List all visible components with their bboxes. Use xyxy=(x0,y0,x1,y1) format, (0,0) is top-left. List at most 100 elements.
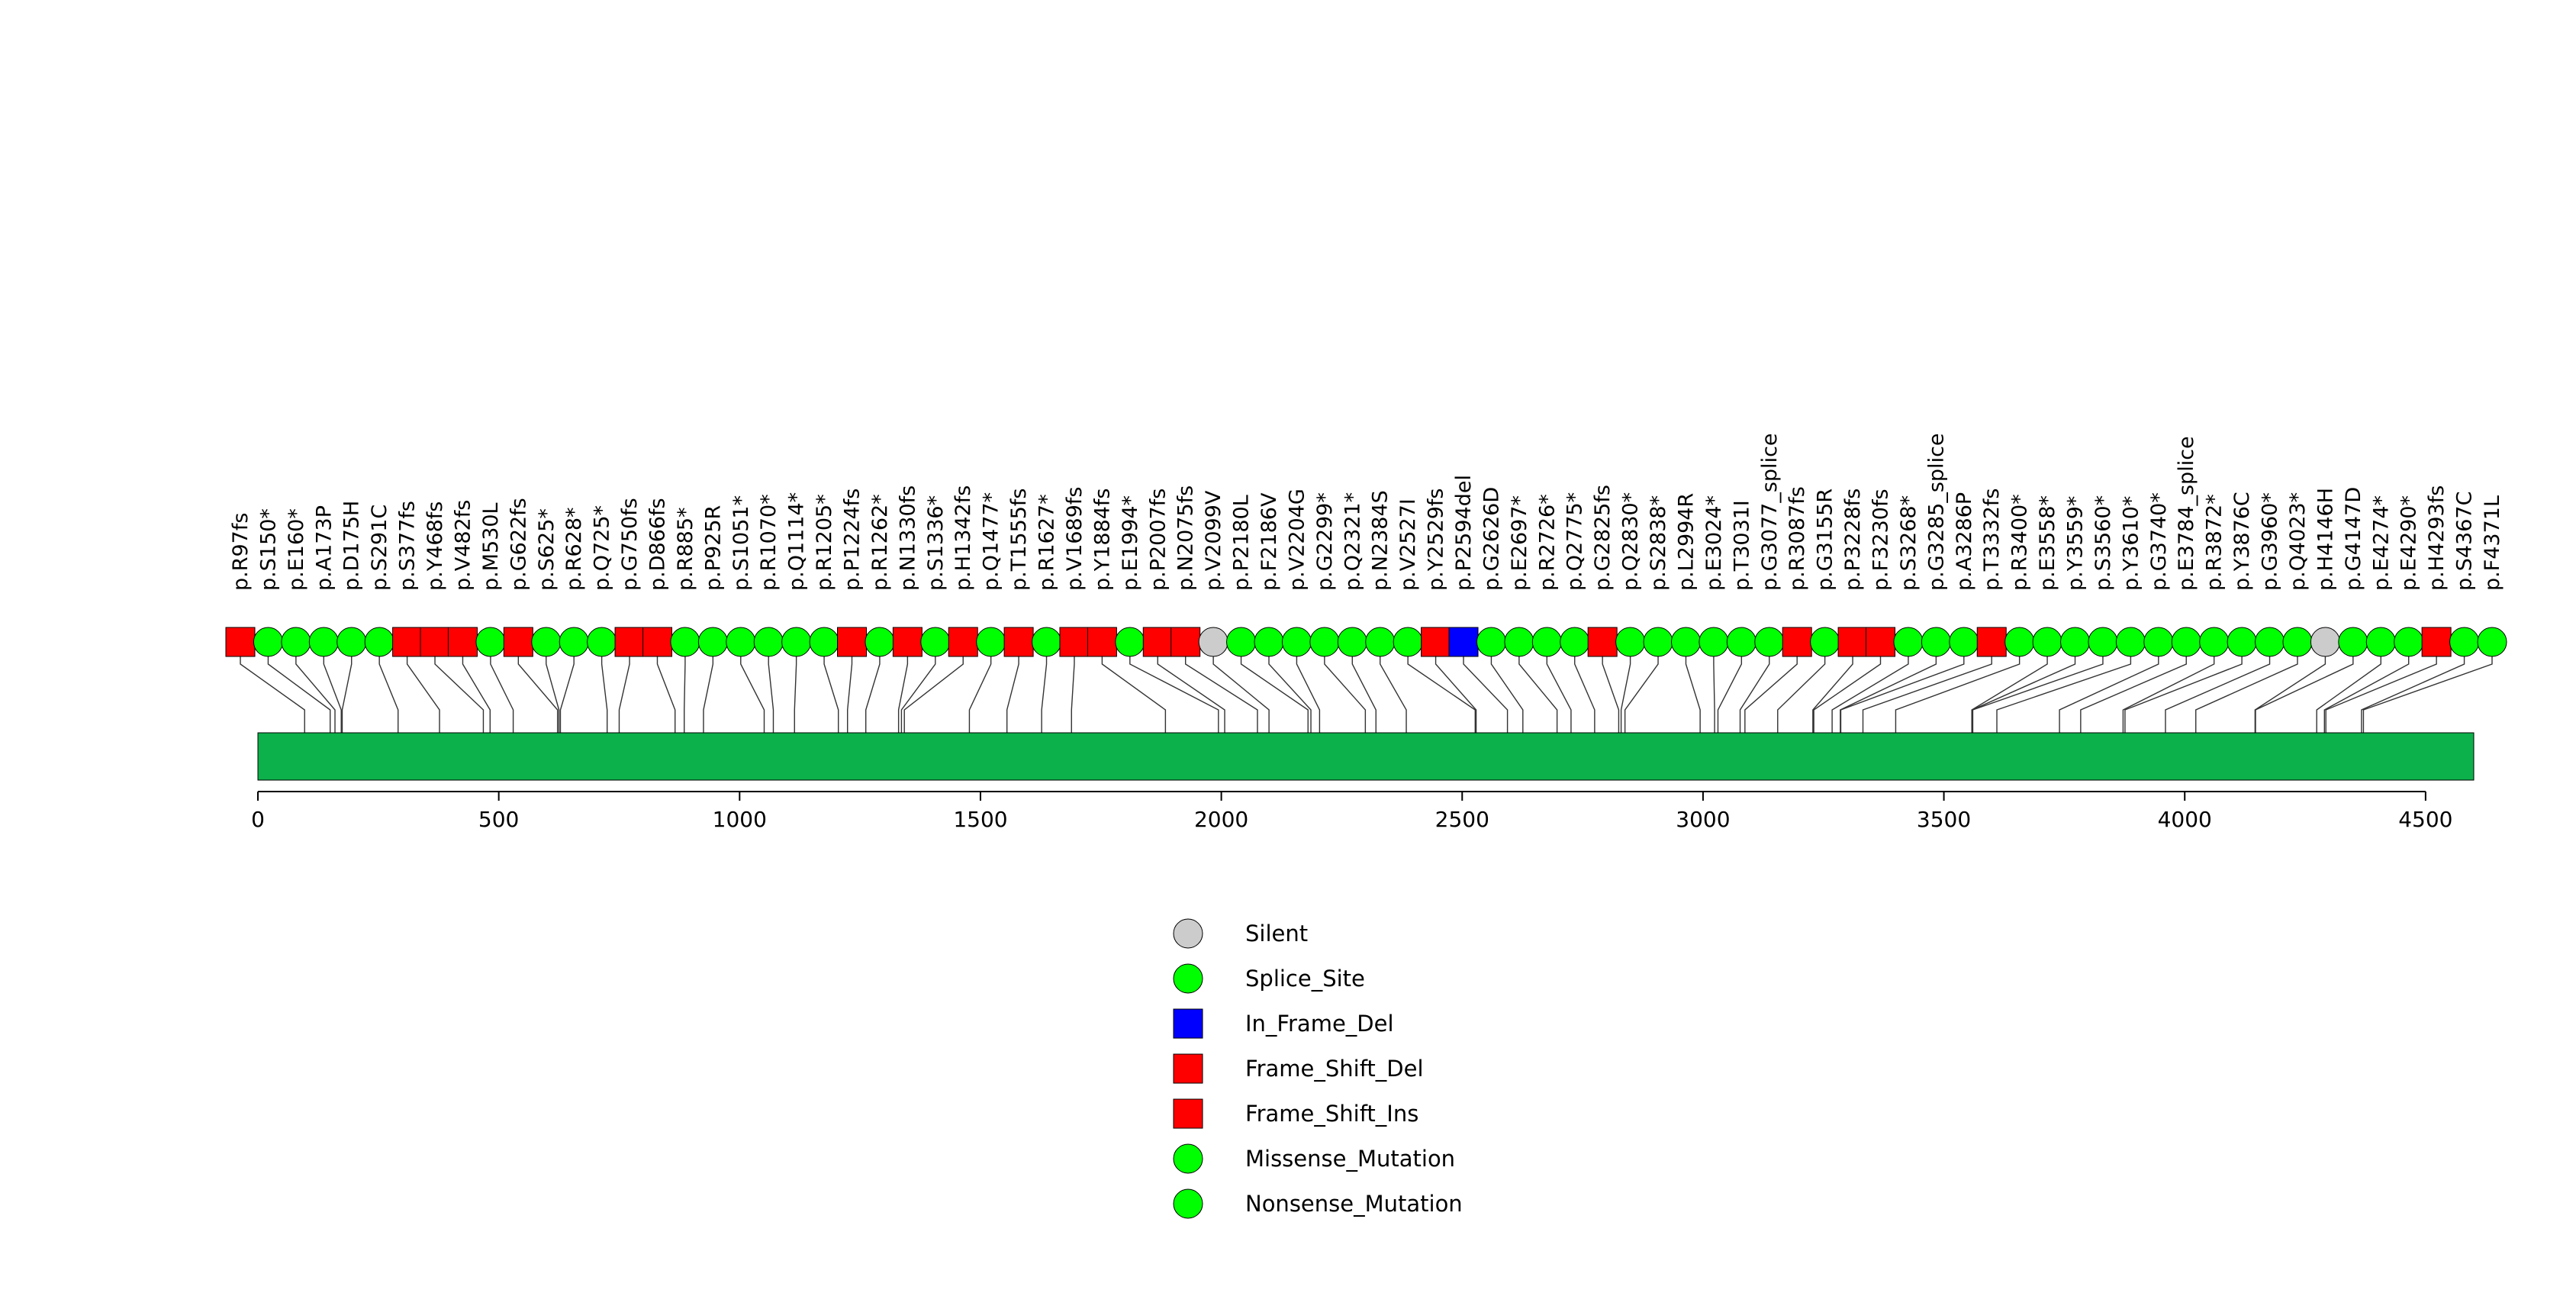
mutation-label: p.G4147D xyxy=(2342,487,2365,591)
connector-line xyxy=(1602,656,1620,733)
mutation-label: p.P2180L xyxy=(1230,495,1254,591)
mutation-label: p.R885* xyxy=(674,507,697,591)
mutation-marker xyxy=(531,627,562,657)
mutation-marker xyxy=(2143,627,2174,657)
connector-line xyxy=(656,656,676,733)
legend-swatch xyxy=(1173,1188,1203,1219)
mutation-marker xyxy=(1142,627,1173,657)
legend-swatch xyxy=(1173,1143,1203,1174)
mutation-marker xyxy=(1531,627,1562,657)
mutation-label: p.T3031I xyxy=(1730,500,1753,591)
connector-line xyxy=(341,656,353,733)
mutation-marker xyxy=(865,627,895,657)
legend-swatch xyxy=(1173,1008,1203,1039)
mutation-label: p.R1070* xyxy=(757,494,781,591)
mutation-marker xyxy=(1504,627,1534,657)
mutation-marker xyxy=(837,627,868,657)
mutation-label: p.Q2321* xyxy=(1341,492,1364,591)
mutation-label: p.Y3610* xyxy=(2119,496,2143,591)
mutation-label: p.D866fs xyxy=(646,498,669,591)
mutation-marker xyxy=(892,627,923,657)
connector-line xyxy=(1713,656,1715,733)
connector-line xyxy=(1490,656,1524,733)
mutation-label: p.S150* xyxy=(256,508,280,591)
mutation-marker xyxy=(1699,627,1729,657)
connector-line xyxy=(2361,656,2465,733)
connector-line xyxy=(618,656,630,733)
mutation-label: p.H1342fs xyxy=(952,485,975,591)
mutation-label: p.S3268* xyxy=(1897,495,1921,591)
mutation-label: p.G750fs xyxy=(618,498,642,591)
mutation-label: p.G3285_splice xyxy=(1924,433,1948,591)
mutation-label: p.T1555fs xyxy=(1007,489,1031,592)
connector-line xyxy=(1212,656,1270,733)
mutation-label: p.L2994R xyxy=(1674,493,1698,591)
mutation-label: p.Q1114* xyxy=(785,492,809,591)
connector-line xyxy=(378,656,399,733)
mutation-marker xyxy=(1670,627,1701,657)
mutation-label: p.S1336* xyxy=(924,495,948,591)
connector-line xyxy=(2122,656,2215,733)
mutation-label: p.E3558* xyxy=(2036,495,2059,591)
connector-line xyxy=(2323,656,2410,733)
mutation-marker xyxy=(2032,627,2062,657)
connector-line xyxy=(2362,656,2493,733)
mutation-marker xyxy=(2449,627,2480,657)
mutation-marker xyxy=(1726,627,1757,657)
mutation-label: p.Q725* xyxy=(591,505,614,591)
legend-label: Silent xyxy=(1245,921,1308,947)
mutation-label: p.V482fs xyxy=(451,500,475,591)
mutation-label: p.V2204G xyxy=(1285,489,1309,591)
mutation-marker xyxy=(1115,627,1145,657)
mutation-marker xyxy=(1198,627,1228,657)
connector-line xyxy=(1518,656,1558,733)
mutation-label: p.E2697* xyxy=(1508,495,1531,591)
mutation-marker xyxy=(1421,627,1451,657)
mutation-label: p.N2384S xyxy=(1369,490,1393,591)
mutation-marker xyxy=(2088,627,2118,657)
mutation-label: p.R3400* xyxy=(2008,494,2032,591)
mutation-label: p.F2186V xyxy=(1257,492,1281,591)
mutation-marker xyxy=(308,627,339,657)
connector-line xyxy=(903,656,964,733)
connector-line xyxy=(240,656,305,733)
mutation-label: p.Y1884fs xyxy=(1090,489,1114,592)
mutation-marker xyxy=(253,627,283,657)
axis-tick-label: 2500 xyxy=(1435,807,1489,832)
connector-line xyxy=(897,656,909,733)
mutation-label: p.S1051* xyxy=(729,495,753,591)
mutation-label: p.A3286P xyxy=(1953,492,1976,591)
mutation-marker xyxy=(948,627,978,657)
mutation-marker xyxy=(614,627,645,657)
mutation-marker xyxy=(1615,627,1646,657)
mutation-label: p.V2527I xyxy=(1396,498,1420,591)
mutation-label: p.D175H xyxy=(340,501,364,591)
mutation-marker xyxy=(809,627,839,657)
mutation-marker xyxy=(1254,627,1284,657)
mutation-marker xyxy=(2227,627,2257,657)
connector-line xyxy=(2080,656,2187,733)
connector-line xyxy=(2124,656,2243,733)
mutation-marker xyxy=(2282,627,2313,657)
mutation-label: p.R3872* xyxy=(2203,494,2227,591)
connector-line xyxy=(794,656,797,733)
connector-line xyxy=(2255,656,2354,733)
connector-line xyxy=(865,656,881,733)
axis-tick-label: 3500 xyxy=(1917,807,1971,832)
connector-line xyxy=(823,656,839,733)
mutation-label: p.G622fs xyxy=(507,498,530,591)
mutation-label: p.F4371L xyxy=(2481,495,2504,591)
connector-line xyxy=(847,656,853,733)
connector-line xyxy=(1463,656,1509,733)
mutation-marker xyxy=(1003,627,1034,657)
mutation-label: p.G3960* xyxy=(2259,492,2282,591)
mutation-markers xyxy=(225,627,2507,657)
mutation-label: p.R1627* xyxy=(1035,494,1059,591)
mutation-marker xyxy=(1170,627,1201,657)
mutation-marker xyxy=(587,627,617,657)
connector-line xyxy=(768,656,774,733)
mutation-marker xyxy=(1393,627,1423,657)
legend-label: Missense_Mutation xyxy=(1245,1146,1455,1172)
connector-line xyxy=(2165,656,2271,733)
